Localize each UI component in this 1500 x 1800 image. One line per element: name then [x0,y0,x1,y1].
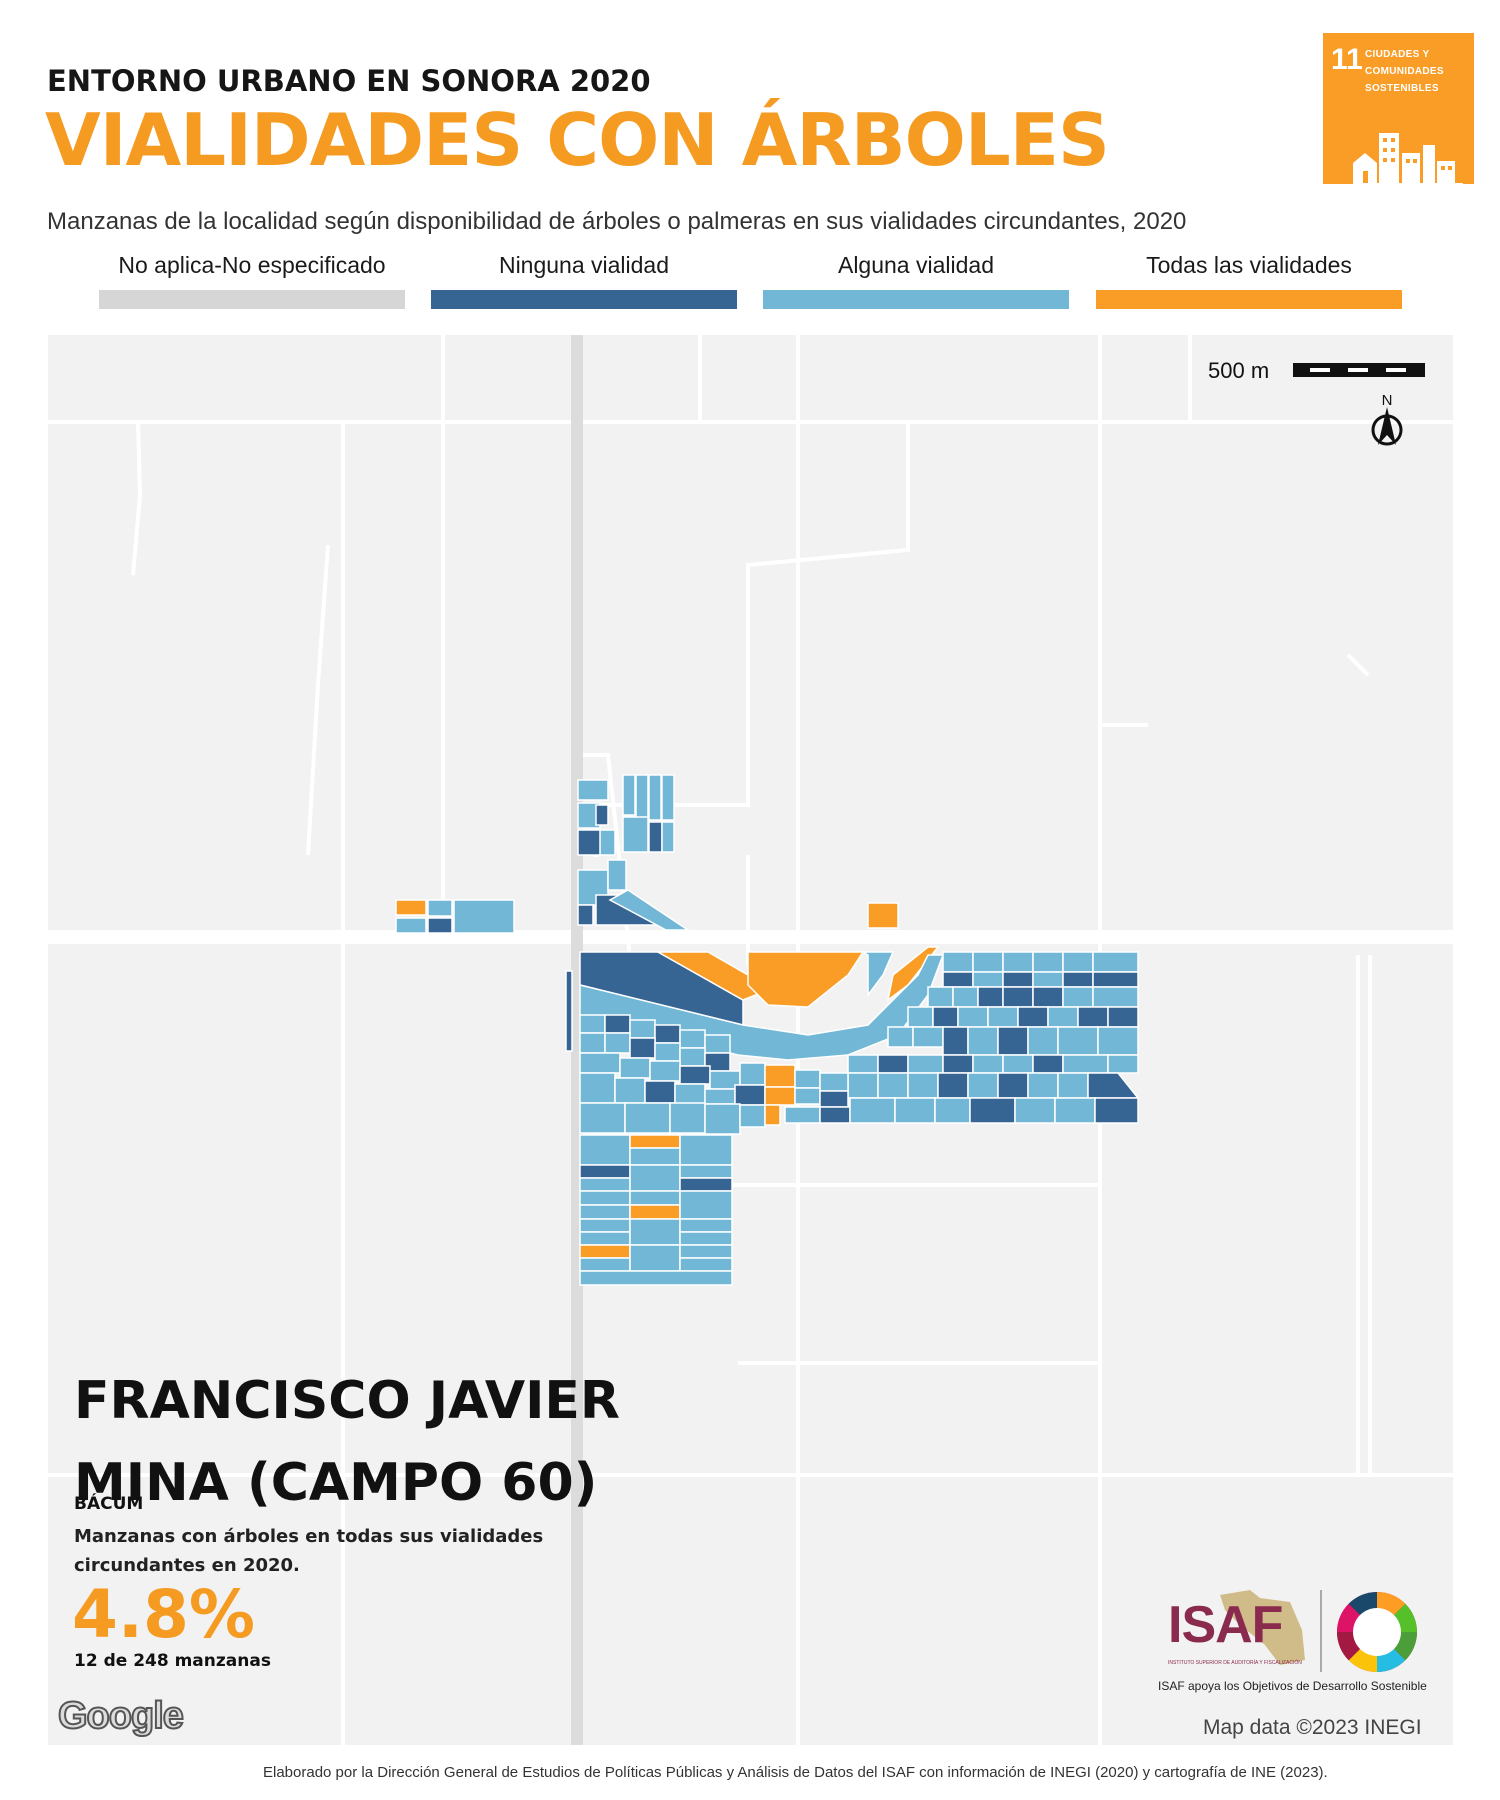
sdg-number: 11 [1331,43,1363,76]
sdg-wheel-icon [1337,1592,1417,1672]
highway-north-south [571,335,583,1745]
north-label: N [1382,392,1393,409]
legend-item-alguna: Alguna vialidad [763,252,1069,309]
map-attribution: Map data ©2023 INEGI [1203,1716,1422,1739]
stat-count: 12 de 248 manzanas [74,1651,271,1671]
report-title: VIALIDADES CON ÁRBOLES [45,98,1110,182]
isaf-logo: ISAF [1168,1596,1283,1654]
urban-blocks [395,774,1140,1286]
legend-item-todas: Todas las vialidades [1096,252,1402,309]
locality-name: FRANCISCO JAVIER MINA (CAMPO 60) [74,1371,620,1513]
scale-label: 500 m [1208,358,1270,383]
stat-percentage: 4.8% [72,1576,256,1653]
legend-swatch [763,290,1069,309]
legend-label: Alguna vialidad [837,252,994,278]
legend-label: Todas las vialidades [1146,252,1352,278]
logo-divider [1320,1590,1322,1672]
city-icon [1353,133,1463,184]
map-canvas[interactable]: N [48,335,1453,1745]
stat-description: Manzanas con árboles en todas sus vialid… [74,1526,544,1576]
municipality-name: BÁCUM [74,1494,144,1514]
legend-swatch [431,290,737,309]
legend-label: No aplica-No especificado [118,252,386,278]
map-svg: N [48,335,1453,1745]
footer-credit: Elaborado por la Dirección General de Es… [263,1764,1328,1781]
sdg-11-badge: 11 CIUDADES Y COMUNIDADES SOSTENIBLES [1323,33,1474,184]
isaf-caption: ISAF apoya los Objetivos de Desarrollo S… [1158,1679,1427,1693]
highway-east-west [48,930,1453,944]
legend-swatch [1096,290,1402,309]
legend-swatch [99,290,405,309]
sdg-text: CIUDADES Y COMUNIDADES SOSTENIBLES [1365,49,1444,94]
isaf-subtitle: INSTITUTO SUPERIOR DE AUDITORÍA Y FISCAL… [1168,1660,1302,1666]
legend-item-ninguna: Ninguna vialidad [431,252,737,309]
report-kicker: ENTORNO URBANO EN SONORA 2020 [47,64,651,98]
scale-bar [1293,363,1425,377]
sonora-map-logo-icon [1220,1590,1305,1665]
legend-label: Ninguna vialidad [498,252,670,278]
legend-item-no-aplica: No aplica-No especificado [99,252,405,309]
report-subtitle: Manzanas de la localidad según disponibi… [47,208,1187,235]
google-logo: Google [57,1694,185,1738]
north-arrow-icon: N [1371,392,1403,446]
